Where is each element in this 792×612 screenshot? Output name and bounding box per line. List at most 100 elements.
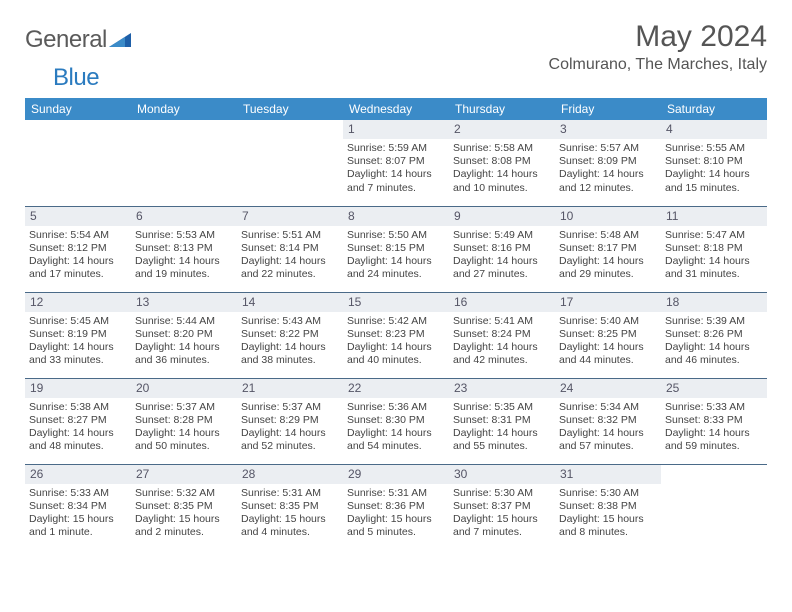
calendar-cell: 27Sunrise: 5:32 AMSunset: 8:35 PMDayligh… <box>131 464 237 550</box>
sunset-text: Sunset: 8:13 PM <box>135 242 233 255</box>
sunrise-text: Sunrise: 5:40 AM <box>559 315 657 328</box>
day-number: 9 <box>454 209 461 223</box>
daylight-text: Daylight: 14 hours and 7 minutes. <box>347 168 445 194</box>
calendar-cell: 30Sunrise: 5:30 AMSunset: 8:37 PMDayligh… <box>449 464 555 550</box>
sunrise-text: Sunrise: 5:59 AM <box>347 142 445 155</box>
sunset-text: Sunset: 8:37 PM <box>453 500 551 513</box>
sunrise-text: Sunrise: 5:36 AM <box>347 401 445 414</box>
sunset-text: Sunset: 8:38 PM <box>559 500 657 513</box>
daylight-text: Daylight: 14 hours and 50 minutes. <box>135 427 233 453</box>
calendar-cell: 1Sunrise: 5:59 AMSunset: 8:07 PMDaylight… <box>343 120 449 206</box>
sunrise-text: Sunrise: 5:54 AM <box>29 229 127 242</box>
calendar-cell: 17Sunrise: 5:40 AMSunset: 8:25 PMDayligh… <box>555 292 661 378</box>
daylight-text: Daylight: 14 hours and 38 minutes. <box>241 341 339 367</box>
day-number: 23 <box>454 381 467 395</box>
calendar-cell: 22Sunrise: 5:36 AMSunset: 8:30 PMDayligh… <box>343 378 449 464</box>
sunset-text: Sunset: 8:26 PM <box>665 328 763 341</box>
sunset-text: Sunset: 8:33 PM <box>665 414 763 427</box>
day-number: 11 <box>666 209 678 223</box>
sunrise-text: Sunrise: 5:31 AM <box>347 487 445 500</box>
sunset-text: Sunset: 8:28 PM <box>135 414 233 427</box>
brand-part1: General <box>25 26 107 54</box>
calendar-cell: 8Sunrise: 5:50 AMSunset: 8:15 PMDaylight… <box>343 206 449 292</box>
sunrise-text: Sunrise: 5:38 AM <box>29 401 127 414</box>
calendar-cell: 12Sunrise: 5:45 AMSunset: 8:19 PMDayligh… <box>25 292 131 378</box>
sunrise-text: Sunrise: 5:48 AM <box>559 229 657 242</box>
sunrise-text: Sunrise: 5:31 AM <box>241 487 339 500</box>
sunrise-text: Sunrise: 5:45 AM <box>29 315 127 328</box>
weekday-header: Monday <box>131 98 237 120</box>
day-number: 13 <box>136 295 149 309</box>
calendar-cell: 11Sunrise: 5:47 AMSunset: 8:18 PMDayligh… <box>661 206 767 292</box>
calendar-cell: 18 Sunrise: 5:39 AMSunset: 8:26 PMDayligh… <box>661 292 767 378</box>
sunset-text: Sunset: 8:17 PM <box>559 242 657 255</box>
sunset-text: Sunset: 8:36 PM <box>347 500 445 513</box>
calendar-cell: 21Sunrise: 5:37 AMSunset: 8:29 PMDayligh… <box>237 378 343 464</box>
daylight-text: Daylight: 14 hours and 36 minutes. <box>135 341 233 367</box>
sunrise-text: Sunrise: 5:33 AM <box>665 401 763 414</box>
weekday-header: Thursday <box>449 98 555 120</box>
calendar-week-row: 26Sunrise: 5:33 AMSunset: 8:34 PMDayligh… <box>25 464 767 550</box>
calendar-week-row: 19Sunrise: 5:38 AMSunset: 8:27 PMDayligh… <box>25 378 767 464</box>
daylight-text: Daylight: 14 hours and 29 minutes. <box>559 255 657 281</box>
sunrise-text: Sunrise: 5:42 AM <box>347 315 445 328</box>
day-number: 5 <box>30 209 37 223</box>
day-number: 20 <box>136 381 149 395</box>
calendar-cell: 23Sunrise: 5:35 AMSunset: 8:31 PMDayligh… <box>449 378 555 464</box>
day-number: 25 <box>666 381 679 395</box>
calendar-cell: 15Sunrise: 5:42 AMSunset: 8:23 PMDayligh… <box>343 292 449 378</box>
calendar-cell: 4Sunrise: 5:55 AMSunset: 8:10 PMDaylight… <box>661 120 767 206</box>
sunrise-text: Sunrise: 5:43 AM <box>241 315 339 328</box>
sunset-text: Sunset: 8:34 PM <box>29 500 127 513</box>
daylight-text: Daylight: 14 hours and 17 minutes. <box>29 255 127 281</box>
day-number: 6 <box>136 209 143 223</box>
sunrise-text: Sunrise: 5:49 AM <box>453 229 551 242</box>
daylight-text: Daylight: 14 hours and 33 minutes. <box>29 341 127 367</box>
sunset-text: Sunset: 8:35 PM <box>135 500 233 513</box>
sunset-text: Sunset: 8:12 PM <box>29 242 127 255</box>
calendar-cell: 24Sunrise: 5:34 AMSunset: 8:32 PMDayligh… <box>555 378 661 464</box>
daylight-text: Daylight: 14 hours and 59 minutes. <box>665 427 763 453</box>
sunrise-text: Sunrise: 5:47 AM <box>665 229 763 242</box>
sunrise-text: Sunrise: 5:58 AM <box>453 142 551 155</box>
day-number: 2 <box>454 122 461 136</box>
weekday-header: Friday <box>555 98 661 120</box>
day-number: 18 <box>666 295 679 309</box>
calendar-cell: 16Sunrise: 5:41 AMSunset: 8:24 PMDayligh… <box>449 292 555 378</box>
weekday-header: Sunday <box>25 98 131 120</box>
daylight-text: Daylight: 14 hours and 57 minutes. <box>559 427 657 453</box>
day-number: 4 <box>666 122 673 136</box>
month-title: May 2024 <box>549 20 767 54</box>
sunset-text: Sunset: 8:07 PM <box>347 155 445 168</box>
sunrise-text: Sunrise: 5:34 AM <box>559 401 657 414</box>
sunrise-text: Sunrise: 5:50 AM <box>347 229 445 242</box>
daylight-text: Daylight: 15 hours and 1 minute. <box>29 513 127 539</box>
daylight-text: Daylight: 14 hours and 48 minutes. <box>29 427 127 453</box>
sunset-text: Sunset: 8:25 PM <box>559 328 657 341</box>
sunrise-text: Sunrise: 5:33 AM <box>29 487 127 500</box>
calendar-cell-empty <box>25 120 131 206</box>
daylight-text: Daylight: 14 hours and 12 minutes. <box>559 168 657 194</box>
calendar-cell-empty <box>131 120 237 206</box>
sunset-text: Sunset: 8:27 PM <box>29 414 127 427</box>
daylight-text: Daylight: 15 hours and 4 minutes. <box>241 513 339 539</box>
day-number: 19 <box>30 381 43 395</box>
calendar-cell: 13Sunrise: 5:44 AMSunset: 8:20 PMDayligh… <box>131 292 237 378</box>
sunset-text: Sunset: 8:18 PM <box>665 242 763 255</box>
weekday-header: Tuesday <box>237 98 343 120</box>
sunset-text: Sunset: 8:08 PM <box>453 155 551 168</box>
calendar-cell: 3Sunrise: 5:57 AMSunset: 8:09 PMDaylight… <box>555 120 661 206</box>
daylight-text: Daylight: 14 hours and 46 minutes. <box>665 341 763 367</box>
sunrise-text: Sunrise: 5:39 AM <box>665 315 763 328</box>
daylight-text: Daylight: 14 hours and 42 minutes. <box>453 341 551 367</box>
daylight-text: Daylight: 14 hours and 24 minutes. <box>347 255 445 281</box>
day-number: 29 <box>348 467 361 481</box>
day-number: 17 <box>560 295 573 309</box>
daylight-text: Daylight: 14 hours and 54 minutes. <box>347 427 445 453</box>
calendar-cell: 6Sunrise: 5:53 AMSunset: 8:13 PMDaylight… <box>131 206 237 292</box>
day-number: 31 <box>560 467 573 481</box>
day-number: 30 <box>454 467 467 481</box>
sunrise-text: Sunrise: 5:30 AM <box>559 487 657 500</box>
sunset-text: Sunset: 8:24 PM <box>453 328 551 341</box>
sunset-text: Sunset: 8:19 PM <box>29 328 127 341</box>
